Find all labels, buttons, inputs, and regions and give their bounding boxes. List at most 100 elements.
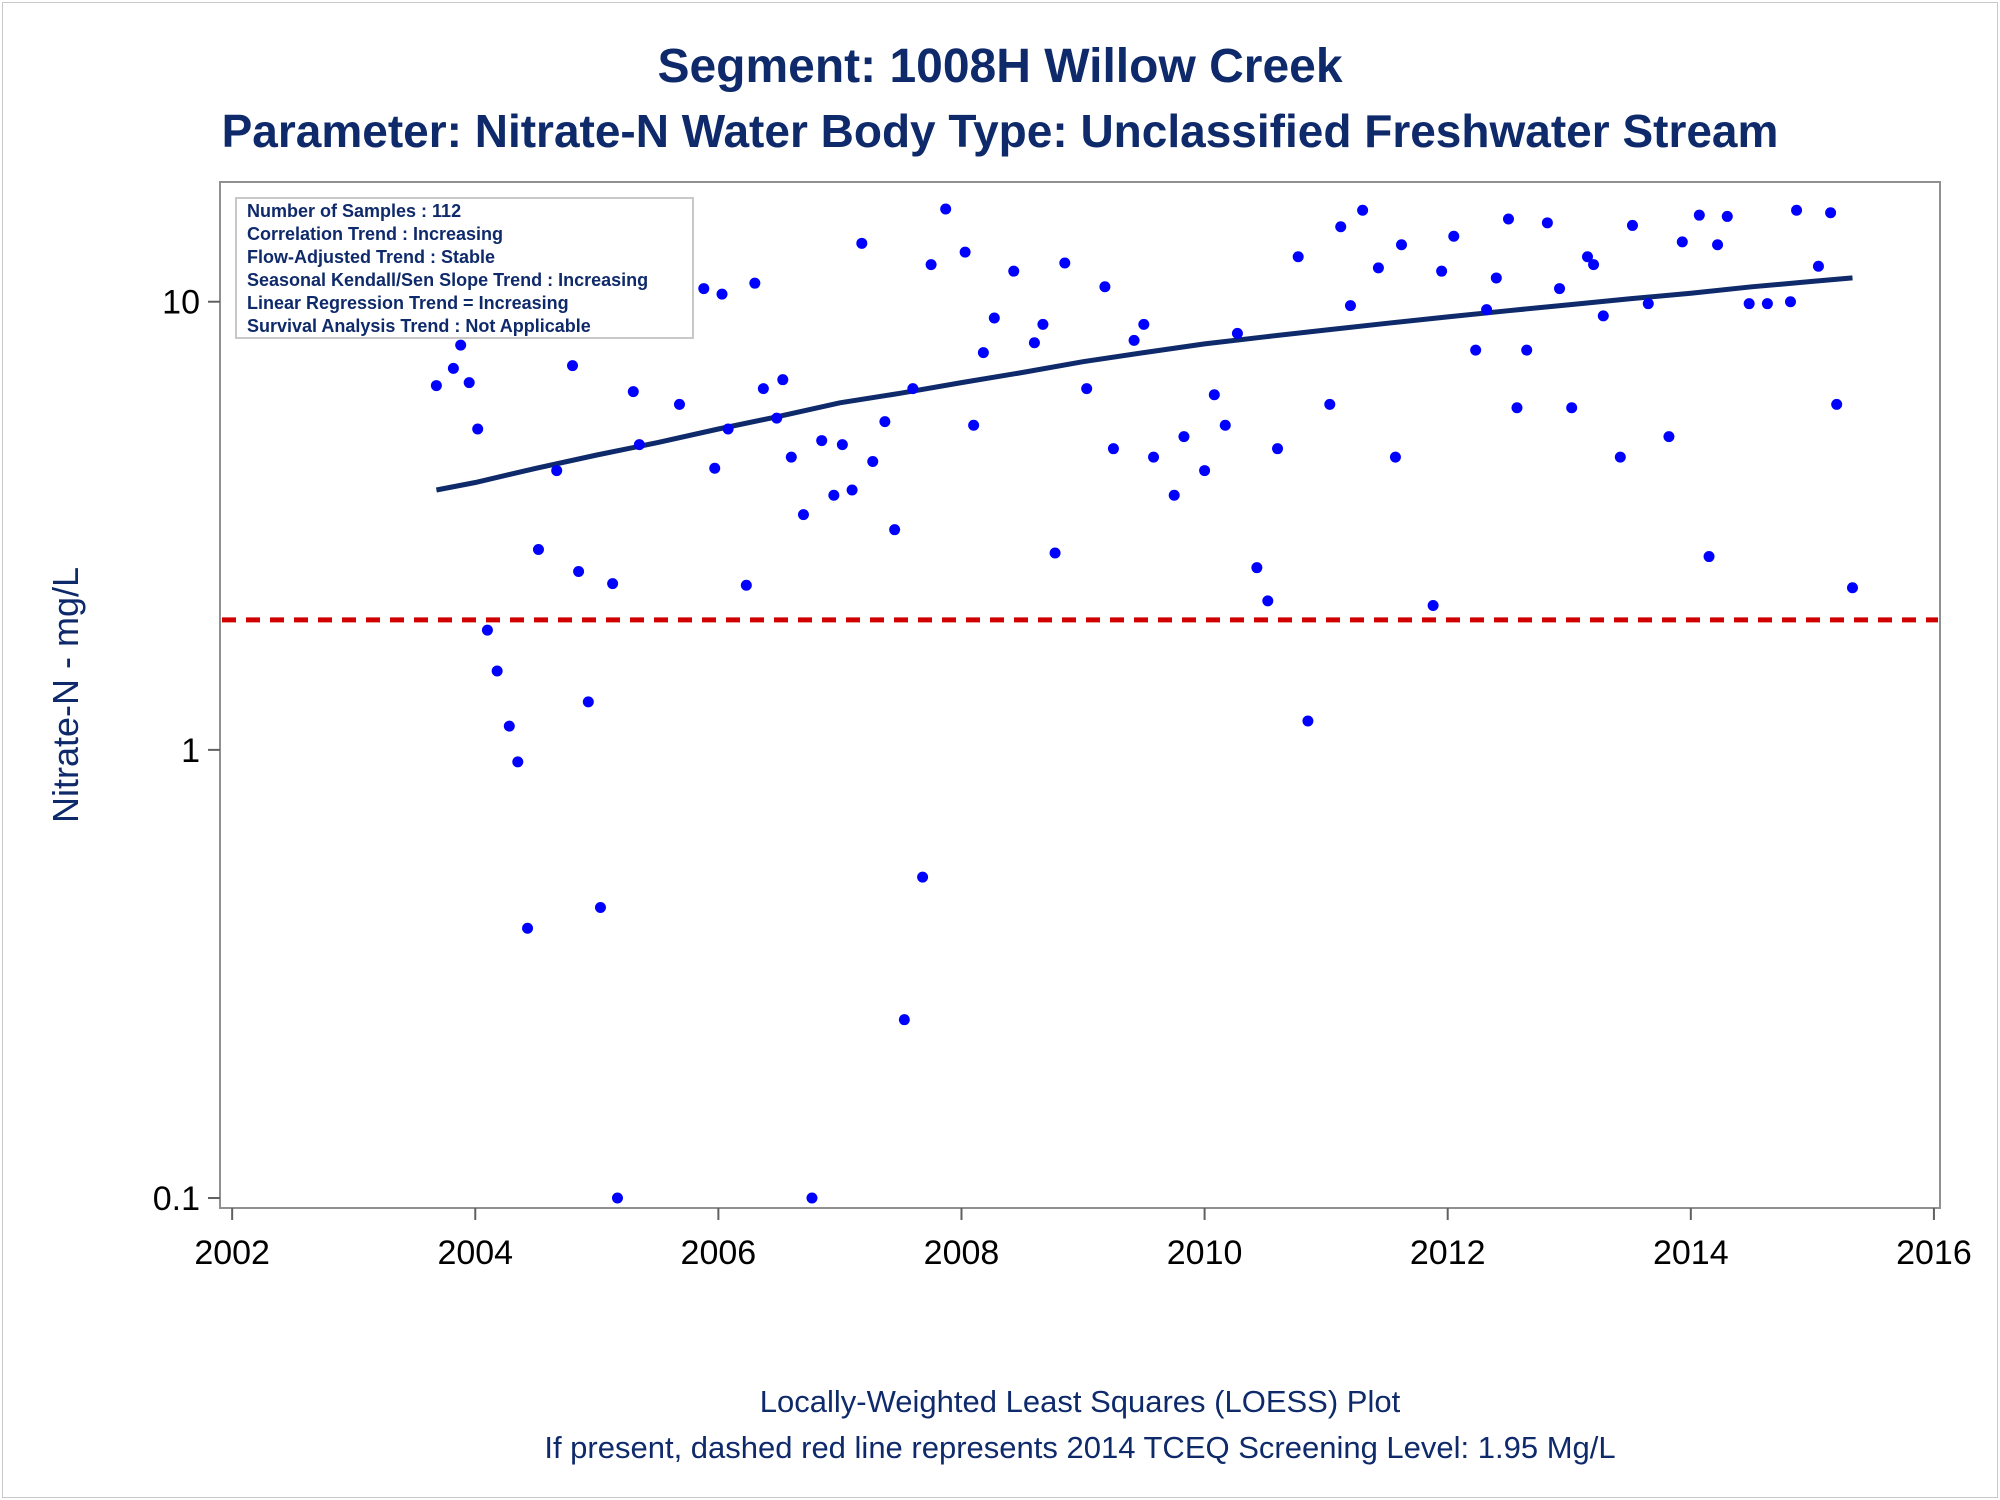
chart-subtitle: Parameter: Nitrate-N Water Body Type: Un… bbox=[222, 105, 1779, 157]
sample-point bbox=[1511, 402, 1523, 414]
sample-point bbox=[481, 624, 493, 636]
sample-point bbox=[1081, 383, 1093, 395]
y-tick-label: 0.1 bbox=[153, 1180, 200, 1218]
sample-point bbox=[1743, 298, 1755, 310]
sample-point bbox=[463, 377, 475, 389]
sample-point bbox=[1028, 337, 1040, 349]
sample-point bbox=[1148, 451, 1160, 463]
sample-point bbox=[1344, 300, 1356, 312]
x-tick-label: 2008 bbox=[924, 1234, 1000, 1272]
sample-point bbox=[472, 423, 484, 435]
x-tick-label: 2012 bbox=[1410, 1234, 1486, 1272]
sample-point bbox=[716, 288, 728, 300]
sample-point bbox=[867, 456, 879, 468]
x-tick-label: 2006 bbox=[681, 1234, 757, 1272]
sample-point bbox=[1128, 334, 1140, 346]
sample-point bbox=[1554, 283, 1566, 295]
sample-point bbox=[959, 246, 971, 258]
sample-point bbox=[430, 380, 442, 392]
sample-point bbox=[940, 203, 952, 215]
sample-point bbox=[1712, 239, 1724, 251]
sample-point bbox=[1357, 204, 1369, 216]
sample-points bbox=[430, 203, 1858, 1204]
sample-point bbox=[573, 566, 585, 578]
sample-point bbox=[836, 439, 848, 451]
sample-point bbox=[522, 922, 534, 934]
sample-point bbox=[1481, 304, 1493, 316]
plot-area bbox=[219, 181, 1941, 1209]
sample-point bbox=[1831, 398, 1843, 410]
x-tick-label: 2016 bbox=[1896, 1234, 1972, 1272]
x-tick-label: 2014 bbox=[1653, 1234, 1729, 1272]
sample-point bbox=[1663, 431, 1675, 443]
inset-box: Number of Samples : 112 Correlation Tren… bbox=[235, 197, 694, 339]
y-tick-label: 10 bbox=[162, 284, 200, 322]
inset-line-correlation: Correlation Trend : Increasing bbox=[247, 224, 503, 244]
sample-point bbox=[889, 524, 901, 536]
sample-point bbox=[879, 416, 891, 428]
sample-point bbox=[1502, 213, 1514, 225]
y-axis: 0.1 1 10 bbox=[153, 284, 220, 1218]
sample-point bbox=[1231, 327, 1243, 339]
sample-point bbox=[1693, 209, 1705, 221]
sample-point bbox=[757, 383, 769, 395]
sample-point bbox=[785, 451, 797, 463]
sample-point bbox=[1846, 582, 1858, 594]
sample-point bbox=[968, 419, 980, 431]
sample-point bbox=[898, 1014, 910, 1026]
sample-point bbox=[1302, 715, 1314, 727]
sample-point bbox=[1791, 204, 1803, 216]
sample-point bbox=[816, 435, 828, 447]
sample-point bbox=[1251, 562, 1263, 574]
sample-point bbox=[777, 374, 789, 386]
sample-point bbox=[1389, 451, 1401, 463]
sample-point bbox=[607, 578, 619, 590]
footnote-screening: If present, dashed red line represents 2… bbox=[544, 1430, 1615, 1465]
sample-point bbox=[1099, 281, 1111, 293]
sample-point bbox=[1199, 465, 1211, 477]
sample-point bbox=[1676, 236, 1688, 248]
sample-point bbox=[1784, 296, 1796, 308]
sample-point bbox=[917, 871, 929, 883]
inset-line-linear-regression: Linear Regression Trend = Increasing bbox=[247, 293, 569, 313]
sample-point bbox=[1008, 265, 1020, 277]
sample-point bbox=[771, 412, 783, 424]
sample-point bbox=[1138, 318, 1150, 330]
sample-point bbox=[925, 259, 937, 271]
sample-point bbox=[1825, 207, 1837, 219]
sample-point bbox=[1272, 443, 1284, 455]
sample-point bbox=[1324, 398, 1336, 410]
footnote-loess: Locally-Weighted Least Squares (LOESS) P… bbox=[760, 1384, 1401, 1419]
sample-point bbox=[1581, 251, 1593, 263]
sample-point bbox=[988, 312, 1000, 324]
sample-point bbox=[1626, 219, 1638, 231]
inset-line-samples: Number of Samples : 112 bbox=[247, 201, 461, 221]
sample-point bbox=[611, 1192, 623, 1204]
sample-point bbox=[1436, 265, 1448, 277]
sample-point bbox=[698, 283, 710, 295]
x-tick-label: 2002 bbox=[194, 1234, 270, 1272]
sample-point bbox=[567, 360, 579, 372]
sample-point bbox=[1588, 259, 1600, 271]
x-tick-label: 2004 bbox=[437, 1234, 513, 1272]
sample-point bbox=[594, 901, 606, 913]
sample-point bbox=[1037, 318, 1049, 330]
sample-point bbox=[627, 386, 639, 398]
sample-point bbox=[806, 1192, 818, 1204]
sample-point bbox=[1721, 210, 1733, 222]
sample-point bbox=[455, 339, 467, 351]
sample-point bbox=[582, 696, 594, 708]
sample-point bbox=[1703, 551, 1715, 563]
sample-point bbox=[1614, 451, 1626, 463]
sample-point bbox=[1372, 262, 1384, 274]
sample-point bbox=[1335, 221, 1347, 233]
y-tick-label: 1 bbox=[181, 732, 200, 770]
sample-point bbox=[1219, 419, 1231, 431]
sample-point bbox=[491, 665, 503, 677]
sample-point bbox=[1168, 489, 1180, 501]
sample-point bbox=[846, 484, 858, 496]
inset-line-seasonal-kendall: Seasonal Kendall/Sen Slope Trend : Incre… bbox=[247, 270, 648, 290]
sample-point bbox=[1541, 217, 1553, 229]
sample-point bbox=[633, 439, 645, 451]
